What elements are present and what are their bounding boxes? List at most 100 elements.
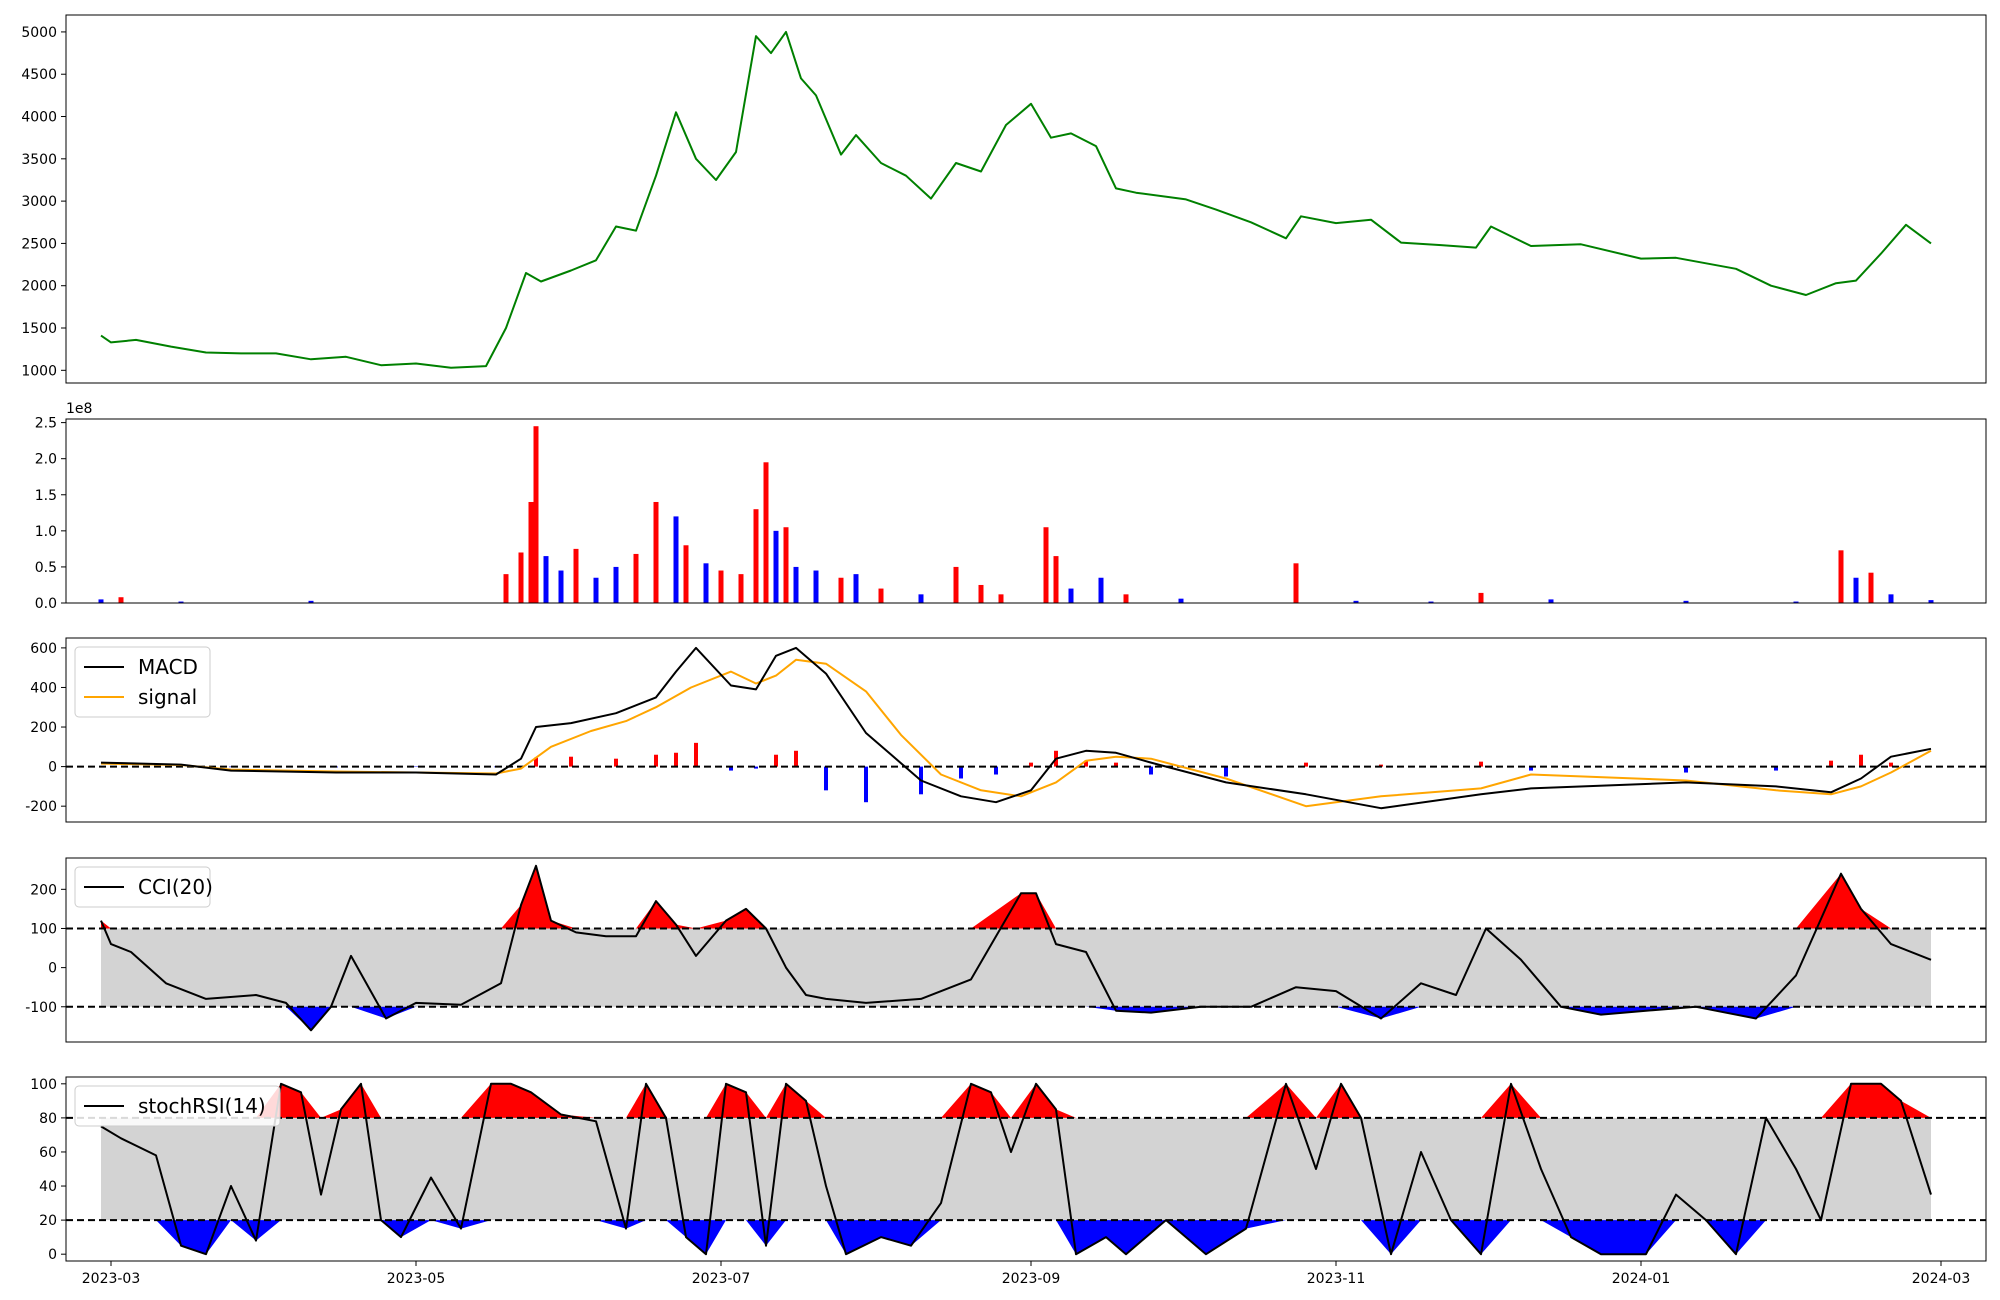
macd-histogram-bar [1859,754,1863,767]
neutral-band [101,928,1931,1007]
volume-bar [1793,601,1799,603]
macd-histogram-bar [864,766,868,803]
volume-bar [753,509,759,603]
volume-bar [998,594,1004,603]
x-tick-label: 2023-07 [692,1271,751,1287]
y-tick-label: 80 [39,1111,57,1127]
macd-histogram-bar [994,766,998,775]
macd-histogram-bar [1304,762,1308,767]
y-tick-label: 60 [39,1145,57,1161]
macd-histogram-bar [794,750,798,767]
volume-bar [503,574,509,603]
volume-bar [1178,598,1184,603]
plot-frame [65,1076,1987,1262]
volume-bar [1838,550,1844,603]
plot-frame [65,857,1987,1043]
y-tick-label: 40 [39,1179,57,1195]
volume-bar [793,566,799,603]
volume-bar [1868,572,1874,603]
oversold-area [101,1006,1931,1031]
y-tick-label: 100 [30,1077,57,1093]
macd-histogram-bar [569,756,573,767]
y-tick-label: 200 [30,882,57,898]
legend-label: stochRSI(14) [138,1094,266,1118]
volume-bar [518,552,524,603]
x-tick-label: 2023-11 [1307,1271,1366,1287]
price-panel: 1000 1500 2000 2500 3000 3500 4000 4500 5000 [21,14,1987,384]
legend-box [74,646,211,718]
y-tick-label: 2000 [21,279,57,295]
volume-bar [953,566,959,603]
cci-line [100,864,1932,1032]
cci-panel: 200 100 0 -100 CCI(20) [25,857,1987,1043]
volume-bar [528,501,534,603]
x-tick-label: 2024-03 [1912,1271,1971,1287]
y-tick-label: 0 [48,961,57,977]
y-tick-label: 2.0 [35,452,57,468]
volume-bar [98,599,104,603]
volume-bar [1683,600,1689,603]
x-tick-label: 2023-03 [82,1271,141,1287]
macd-histogram-bar [614,758,618,767]
y-tick-label: 3000 [21,194,57,210]
macd-histogram-bar [654,754,658,767]
y-tick-label: 4000 [21,110,57,126]
stochrsi-panel: 100 80 60 40 20 0 stochRSI(14) [30,1076,1987,1263]
y-tick-label: 3500 [21,152,57,168]
legend-box [74,866,211,908]
macd-line [100,646,1932,810]
y-tick-label: 1500 [21,321,57,337]
volume-bar [593,577,599,603]
macd-histogram-bar [1084,760,1088,767]
y-tick-label: 400 [30,680,57,696]
macd-histogram-bar [1684,766,1688,773]
plot-frame [65,418,1987,604]
volume-bar [918,594,924,603]
legend-label: MACD [138,655,198,679]
volume-bar [683,545,689,603]
macd-histogram-bar [1889,762,1893,767]
volume-bar [673,516,679,603]
neutral-band [101,1117,1931,1221]
volume-bar [813,570,819,603]
volume-bar [558,570,564,603]
macd-histogram-bar [1149,766,1153,775]
macd-histogram-bar [1529,766,1533,771]
y-tick-label: -100 [25,1000,57,1016]
volume-bar [1123,594,1129,603]
macd-histogram-bar [1774,766,1778,771]
y-tick-label: 600 [30,641,57,657]
y-tick-label: 200 [30,720,57,736]
volume-bar [1928,600,1934,603]
macd-panel: 600 400 200 0 -200 MACD signal [25,637,1987,823]
stochrsi-line [100,1082,1932,1256]
volume-bar [1043,527,1049,603]
macd-histogram-bar [959,766,963,779]
overbought-area [101,1083,1931,1118]
macd-histogram-bar [694,742,698,767]
plot-frame [65,637,1987,823]
volume-bar [1293,563,1299,603]
volume-bar [738,574,744,603]
volume-bar [308,600,314,603]
volume-bar [1068,588,1074,603]
macd-histogram-bar [824,766,828,791]
volume-bar [783,527,789,603]
x-axis: 2023-03 2023-05 2023-07 2023-09 2023-11 2024-… [82,1261,1971,1287]
volume-bar [878,588,884,603]
y-tick-label: 1000 [21,363,57,379]
volume-bar [1853,577,1859,603]
volume-bar [718,570,724,603]
y-tick-label: 20 [39,1213,57,1229]
y-tick-label: 2.5 [35,416,57,432]
volume-bar [1478,592,1484,603]
macd-histogram-bar [534,757,538,767]
y-tick-label: 0.0 [35,596,57,612]
volume-bar [1888,594,1894,603]
macd-histogram-bar [1114,762,1118,767]
legend-label: CCI(20) [138,875,213,899]
y-tick-label: 5000 [21,25,57,41]
volume-bar [763,462,769,603]
volume-bar [773,530,779,603]
